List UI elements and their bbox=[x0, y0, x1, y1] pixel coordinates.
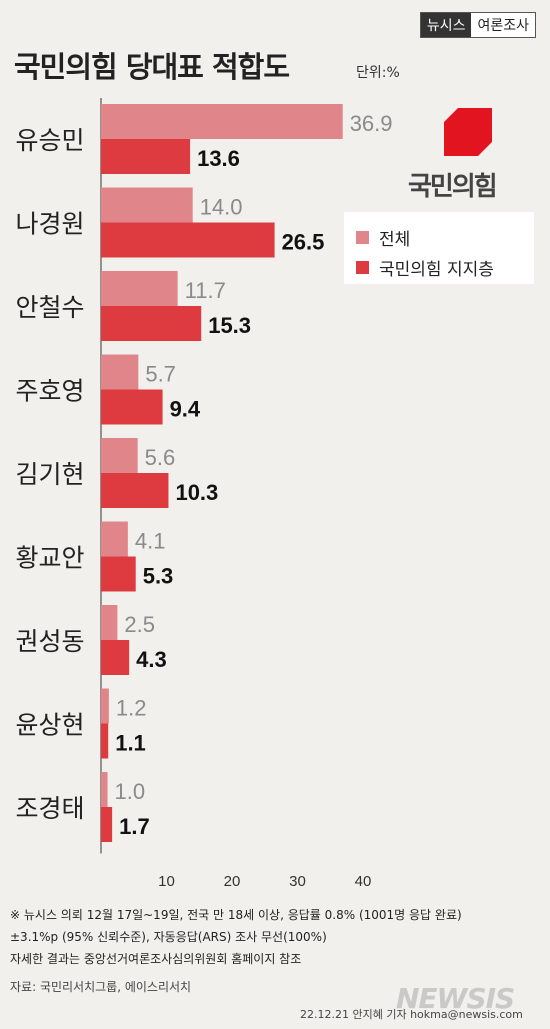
x-tick-label: 10 bbox=[158, 873, 175, 890]
bar-overall bbox=[101, 438, 138, 473]
credit-line: 22.12.21 안지혜 기자 hokma@newsis.com bbox=[300, 1008, 523, 1021]
value-label-overall: 5.6 bbox=[145, 445, 176, 470]
bar-supporters bbox=[101, 640, 130, 675]
legend-label-supporters: 국민의힘 지지층 bbox=[379, 260, 494, 280]
source-note: 자료: 국민리서치그룹, 에이스리서치 bbox=[10, 980, 192, 994]
page-title: 국민의힘 당대표 적합도 bbox=[14, 50, 290, 84]
party-logo-text: 국민의힘 bbox=[408, 172, 498, 202]
bar-supporters bbox=[101, 306, 202, 341]
bar-overall bbox=[101, 772, 108, 807]
legend: 전체 국민의힘 지지층 bbox=[344, 212, 534, 284]
value-label-overall: 36.9 bbox=[350, 111, 393, 136]
category-label: 권성동 bbox=[15, 627, 84, 656]
x-tick-label: 20 bbox=[224, 873, 241, 890]
x-tick-label: 40 bbox=[355, 873, 372, 890]
category-label: 나경원 bbox=[15, 210, 84, 239]
bar-supporters bbox=[101, 389, 163, 425]
footnote-2: ±3.1%p (95% 신뢰수준), 자동응답(ARS) 조사 무선(100%) bbox=[10, 930, 327, 944]
bar-overall bbox=[101, 521, 128, 557]
bar-supporters bbox=[101, 556, 136, 592]
bar-overall bbox=[101, 271, 178, 306]
footnote-3: 자세한 결과는 중앙선거여론조사심의위원회 홈페이지 참조 bbox=[10, 952, 302, 966]
bar-supporters bbox=[101, 723, 109, 759]
value-label-overall: 2.5 bbox=[124, 612, 155, 637]
legend-swatch-overall bbox=[356, 231, 369, 244]
value-label-overall: 11.7 bbox=[185, 278, 226, 303]
category-label: 김기현 bbox=[15, 460, 84, 489]
bar-supporters bbox=[101, 139, 191, 174]
bar-supporters bbox=[101, 222, 275, 258]
value-label-supporters: 15.3 bbox=[208, 313, 251, 338]
section-label: 여론조사 bbox=[477, 18, 529, 34]
value-label-supporters: 4.3 bbox=[136, 647, 167, 672]
brand-label: 뉴시스 bbox=[420, 13, 472, 37]
bar-supporters bbox=[101, 807, 113, 842]
category-label: 안철수 bbox=[15, 293, 84, 322]
value-label-supporters: 13.6 bbox=[197, 146, 240, 171]
bar-overall bbox=[101, 354, 139, 390]
value-label-overall: 5.7 bbox=[145, 362, 176, 387]
watermark: NEWSIS bbox=[396, 982, 515, 1015]
value-label-supporters: 1.7 bbox=[119, 814, 150, 839]
bar-overall bbox=[101, 688, 109, 724]
value-label-supporters: 5.3 bbox=[143, 564, 174, 589]
x-tick-label: 30 bbox=[289, 873, 306, 890]
footnote-1: ※ 뉴시스 의뢰 12월 17일~19일, 전국 만 18세 이상, 응답률 0… bbox=[10, 908, 462, 922]
value-label-supporters: 9.4 bbox=[170, 397, 201, 422]
legend-swatch-supporters bbox=[356, 261, 369, 274]
value-label-supporters: 26.5 bbox=[282, 230, 325, 255]
bar-overall bbox=[101, 104, 343, 139]
bar-overall bbox=[101, 187, 193, 223]
legend-label-overall: 전체 bbox=[379, 230, 411, 250]
legend-item-overall: 전체 bbox=[356, 225, 410, 250]
category-label: 윤상현 bbox=[15, 711, 84, 740]
value-label-supporters: 10.3 bbox=[175, 480, 218, 505]
value-label-supporters: 1.1 bbox=[115, 731, 146, 756]
value-label-overall: 4.1 bbox=[135, 529, 166, 554]
value-label-overall: 1.2 bbox=[116, 696, 147, 721]
category-label: 유승민 bbox=[15, 126, 84, 155]
party-logo-icon bbox=[444, 108, 492, 156]
value-label-overall: 1.0 bbox=[115, 779, 146, 804]
category-label: 조경태 bbox=[15, 794, 84, 823]
category-label: 황교안 bbox=[15, 544, 84, 573]
category-label: 주호영 bbox=[15, 377, 84, 406]
value-label-overall: 14.0 bbox=[200, 195, 243, 220]
legend-item-supporters: 국민의힘 지지층 bbox=[356, 255, 494, 280]
bar-supporters bbox=[101, 473, 169, 508]
bar-overall bbox=[101, 605, 118, 640]
header-tag: 뉴시스 여론조사 bbox=[419, 12, 536, 38]
unit-label: 단위:% bbox=[356, 65, 400, 81]
